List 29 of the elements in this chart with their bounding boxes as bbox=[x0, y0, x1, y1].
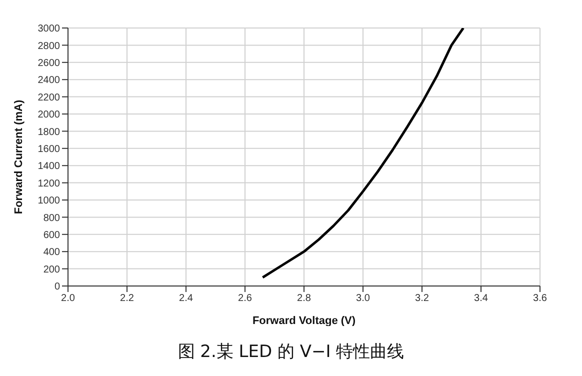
x-tick-label: 3.4 bbox=[474, 293, 488, 304]
y-tick-label: 1000 bbox=[38, 196, 60, 207]
line-series bbox=[261, 28, 465, 279]
y-tick-label: 0 bbox=[54, 282, 60, 293]
y-tick-label: 2600 bbox=[38, 58, 60, 69]
y-axis-title: Forward Current (mA) bbox=[12, 100, 25, 214]
y-tick-label: 800 bbox=[43, 212, 60, 224]
y-tick-label: 2800 bbox=[38, 40, 60, 52]
y-tick-label: 600 bbox=[43, 230, 60, 241]
x-tick-label: 3.2 bbox=[415, 293, 430, 304]
y-tick-label: 200 bbox=[43, 264, 60, 276]
y-tick-label: 2200 bbox=[38, 92, 60, 104]
x-tick-label: 2.4 bbox=[179, 293, 194, 304]
x-tick-label: 2.0 bbox=[61, 293, 76, 304]
y-tick-label: 2000 bbox=[38, 110, 60, 121]
caption: 图 2.某 LED 的 V−I 特性曲线 bbox=[176, 341, 406, 363]
x-tick-label: 2.6 bbox=[238, 293, 252, 304]
y-tick-label: 1200 bbox=[38, 178, 60, 190]
x-axis-title: Forward Voltage (V) bbox=[252, 315, 356, 327]
y-tick-label: 1400 bbox=[38, 161, 60, 172]
y-tick-label: 1800 bbox=[38, 126, 60, 138]
y-tick-label: 400 bbox=[43, 247, 60, 258]
y-tick-label: 2400 bbox=[38, 75, 60, 86]
x-tick-label: 3.0 bbox=[356, 293, 370, 304]
x-tick-label: 2.2 bbox=[120, 293, 134, 304]
y-tick-label: 3000 bbox=[38, 24, 60, 35]
y-tick-label: 1600 bbox=[38, 144, 60, 155]
x-tick-label: 2.8 bbox=[297, 293, 312, 304]
x-tick-label: 3.6 bbox=[533, 293, 548, 304]
